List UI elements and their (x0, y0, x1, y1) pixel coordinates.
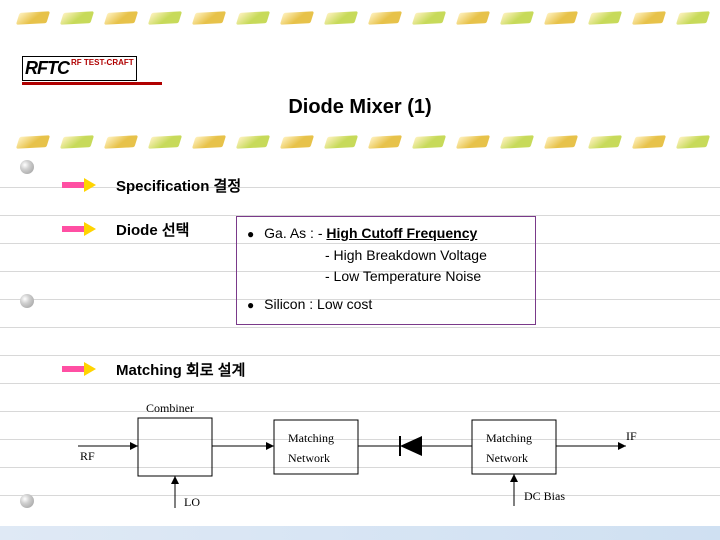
margin-dot (20, 294, 34, 308)
brick-ornament (632, 11, 666, 25)
logo-sub: RF TEST-CRAFT (71, 58, 134, 67)
bullet-matching: Matching 회로 설계 (116, 359, 245, 380)
brick-ornament (60, 11, 94, 25)
brick-ornament (544, 11, 578, 25)
brick-ornament (280, 11, 314, 25)
bullet-diode: Diode 선택 (116, 219, 189, 240)
gaas-high-cutoff: High Cutoff Frequency (326, 225, 477, 241)
brick-ornament (324, 135, 358, 149)
pattern-row-mid (0, 128, 720, 156)
brick-ornament (676, 11, 710, 25)
diagram-matching1-label: Matching (288, 431, 334, 445)
page-title: Diode Mixer (1) (0, 96, 720, 119)
block-diagram: RF Combiner LO Matching Network Matching… (78, 400, 642, 512)
brick-ornament (412, 11, 446, 25)
brick-ornament (236, 11, 270, 25)
brick-ornament (456, 135, 490, 149)
arrow-icon (62, 362, 96, 376)
logo: RFTCRF TEST-CRAFT (22, 56, 137, 81)
brick-ornament (104, 11, 138, 25)
brick-ornament (368, 11, 402, 25)
diagram-if-label: IF (626, 429, 637, 443)
brick-ornament (676, 135, 710, 149)
brick-ornament (456, 11, 490, 25)
diagram-dcbias-label: DC Bias (524, 489, 565, 503)
diode-detail-box: Ga. As : - High Cutoff Frequency - High … (236, 216, 536, 325)
brick-ornament (368, 135, 402, 149)
detail-gaas-line2: - High Breakdown Voltage (247, 245, 525, 267)
brick-ornament (16, 11, 50, 25)
logo-main: RFTC (25, 58, 69, 78)
brick-ornament (192, 11, 226, 25)
detail-gaas-line1: Ga. As : - High Cutoff Frequency (247, 223, 525, 245)
brick-ornament (280, 135, 314, 149)
diagram-network2-label: Network (486, 451, 528, 465)
detail-gaas-line3: - Low Temperature Noise (247, 266, 525, 288)
diagram-combiner-label: Combiner (146, 401, 194, 415)
brick-ornament (192, 135, 226, 149)
gaas-prefix: Ga. As : - (264, 225, 326, 241)
diagram-rf-label: RF (80, 449, 95, 463)
footer-bar (0, 526, 720, 540)
brick-ornament (236, 135, 270, 149)
brick-ornament (588, 11, 622, 25)
brick-ornament (148, 11, 182, 25)
brick-ornament (500, 11, 534, 25)
pattern-row-top (0, 4, 720, 32)
brick-ornament (324, 11, 358, 25)
brick-ornament (60, 135, 94, 149)
brick-ornament (412, 135, 446, 149)
margin-dot (20, 160, 34, 174)
diagram-network1-label: Network (288, 451, 330, 465)
brick-ornament (16, 135, 50, 149)
detail-silicon: Silicon : Low cost (247, 294, 525, 316)
brick-ornament (588, 135, 622, 149)
brick-ornament (500, 135, 534, 149)
brick-ornament (148, 135, 182, 149)
brick-ornament (632, 135, 666, 149)
logo-underline (22, 82, 162, 85)
diagram-lo-label: LO (184, 495, 200, 509)
arrow-icon (62, 178, 96, 192)
brick-ornament (544, 135, 578, 149)
margin-dot (20, 494, 34, 508)
brick-ornament (104, 135, 138, 149)
bullet-spec: Specification 결정 (116, 175, 241, 196)
diagram-matching2-label: Matching (486, 431, 532, 445)
arrow-icon (62, 222, 96, 236)
